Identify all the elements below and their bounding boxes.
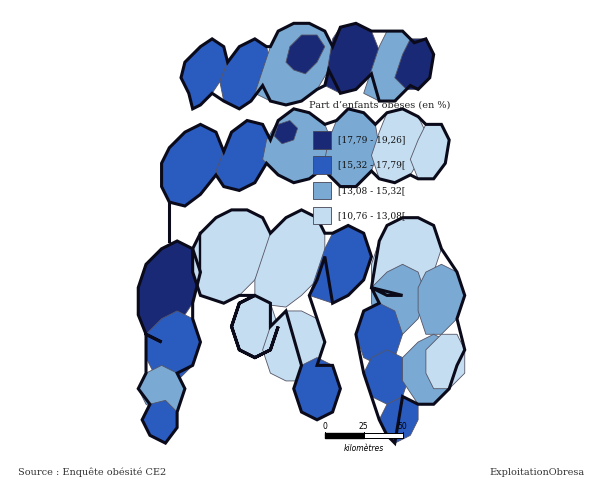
Text: ExploitationObresa: ExploitationObresa — [490, 467, 585, 476]
Polygon shape — [216, 121, 270, 191]
FancyBboxPatch shape — [313, 132, 330, 149]
Polygon shape — [193, 210, 270, 304]
Text: 50: 50 — [398, 421, 408, 429]
Polygon shape — [309, 226, 371, 304]
Text: 0: 0 — [323, 421, 327, 429]
Polygon shape — [220, 40, 270, 110]
Text: [15,32 - 17,79[: [15,32 - 17,79[ — [338, 161, 406, 169]
Polygon shape — [410, 125, 449, 180]
Text: kilomètres: kilomètres — [344, 443, 384, 452]
Text: 25: 25 — [359, 421, 368, 429]
Polygon shape — [138, 242, 200, 343]
Polygon shape — [181, 40, 228, 110]
Polygon shape — [294, 358, 340, 420]
Polygon shape — [426, 335, 465, 389]
Polygon shape — [263, 311, 325, 381]
Polygon shape — [371, 218, 441, 296]
Polygon shape — [274, 121, 298, 144]
FancyBboxPatch shape — [313, 157, 330, 175]
Polygon shape — [418, 265, 465, 335]
Polygon shape — [263, 110, 333, 183]
Polygon shape — [162, 125, 224, 206]
Polygon shape — [356, 304, 403, 366]
Polygon shape — [379, 397, 418, 443]
Polygon shape — [395, 40, 434, 90]
Polygon shape — [232, 296, 278, 358]
Text: Part d’enfants obèses (en %): Part d’enfants obèses (en %) — [309, 101, 450, 110]
Polygon shape — [364, 32, 418, 102]
Polygon shape — [255, 24, 333, 106]
Text: Source : Enquête obésité CE2: Source : Enquête obésité CE2 — [18, 467, 166, 476]
Polygon shape — [371, 265, 426, 335]
Polygon shape — [371, 110, 426, 183]
Polygon shape — [255, 210, 325, 307]
Polygon shape — [146, 311, 200, 381]
Polygon shape — [286, 36, 325, 75]
Text: [13,08 - 15,32[: [13,08 - 15,32[ — [338, 185, 406, 195]
FancyBboxPatch shape — [313, 183, 330, 200]
Polygon shape — [142, 401, 177, 443]
Polygon shape — [138, 366, 185, 412]
FancyBboxPatch shape — [313, 207, 330, 225]
Polygon shape — [325, 110, 379, 187]
Polygon shape — [325, 24, 379, 94]
Polygon shape — [364, 350, 410, 405]
Text: [17,79 - 19,26]: [17,79 - 19,26] — [338, 135, 406, 144]
Polygon shape — [403, 335, 457, 405]
Text: [10,76 - 13,08[: [10,76 - 13,08[ — [338, 211, 406, 220]
